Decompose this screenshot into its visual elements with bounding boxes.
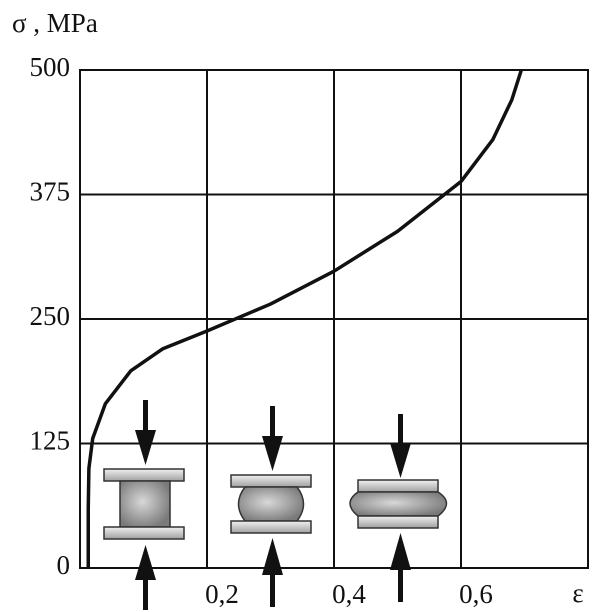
- specimens: [103, 400, 448, 610]
- y-tick-label: 125: [30, 426, 71, 456]
- x-axis-label: ε: [572, 578, 583, 608]
- y-tick-label: 375: [30, 177, 71, 207]
- x-tick-label: 0,6: [459, 579, 493, 609]
- x-tick-label: 0,2: [205, 579, 239, 609]
- y-tick-label: 250: [30, 301, 71, 331]
- y-axis-label: σ , MPa: [12, 8, 98, 38]
- x-tick-label: 0,4: [332, 579, 366, 609]
- y-tick-label: 0: [57, 550, 71, 580]
- y-tick-label: 500: [30, 52, 71, 82]
- curve: [86, 69, 523, 568]
